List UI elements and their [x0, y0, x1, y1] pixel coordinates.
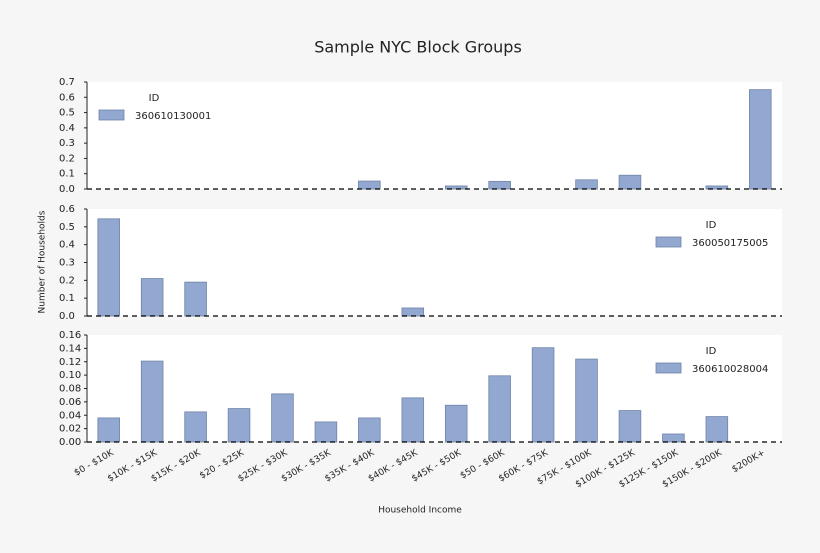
y-tick-label: 0.3 — [59, 138, 75, 149]
y-tick-label: 0.2 — [59, 153, 75, 164]
y-tick-label: 0.2 — [59, 275, 75, 286]
x-tick-label: $15K - $20K — [150, 448, 204, 485]
bar — [97, 218, 120, 317]
y-tick-label: 0.1 — [59, 293, 75, 304]
bar — [401, 397, 425, 443]
bar — [184, 281, 207, 317]
y-tick-label: 0.7 — [59, 77, 75, 88]
legend-label: 360610028004 — [692, 364, 768, 375]
bar — [488, 180, 511, 190]
y-tick-label: 0.3 — [59, 258, 75, 269]
bar — [575, 358, 598, 443]
legend-swatch — [98, 109, 125, 121]
y-tick-label: 0.6 — [59, 92, 75, 103]
legend-label: 360610130001 — [135, 111, 211, 122]
bar — [662, 433, 685, 443]
plot-area — [87, 82, 782, 189]
legend-title: ID — [149, 93, 160, 104]
bar — [140, 278, 164, 317]
y-tick-label: 0.5 — [59, 108, 75, 119]
y-tick-label: 0.16 — [59, 330, 81, 341]
y-tick-label: 0.06 — [59, 397, 81, 408]
chart-title: Sample NYC Block Groups — [314, 38, 522, 57]
y-tick-label: 0.4 — [59, 240, 75, 251]
legend-label: 360050175005 — [692, 238, 768, 249]
bar — [444, 404, 468, 443]
y-tick-label: 0.14 — [59, 343, 81, 354]
legend-swatch — [655, 362, 682, 374]
y-tick-label: 0.00 — [59, 437, 81, 448]
y-tick-label: 0.08 — [59, 384, 81, 395]
bar — [705, 416, 729, 443]
y-tick-label: 0.0 — [59, 184, 75, 195]
legend-swatch — [655, 236, 682, 248]
y-tick-label: 0.04 — [59, 410, 81, 421]
y-tick-label: 0.02 — [59, 424, 81, 435]
bar — [749, 89, 772, 190]
bar — [531, 347, 555, 443]
bar — [358, 180, 381, 190]
bar — [314, 421, 338, 443]
x-tick-label: $200K+ — [731, 448, 767, 475]
bar — [358, 417, 381, 443]
bar — [97, 417, 120, 443]
y-axis-label: Number of Households — [38, 210, 48, 313]
bar — [401, 307, 425, 317]
bar — [271, 393, 294, 443]
bar — [618, 410, 642, 443]
y-tick-label: 0.6 — [59, 204, 75, 215]
bar — [227, 408, 251, 443]
x-axis-label: Household Income — [378, 506, 462, 516]
legend-title: ID — [706, 220, 717, 231]
x-tick-label: $45K - $50K — [410, 448, 464, 485]
bar — [140, 360, 164, 443]
bar — [705, 185, 729, 190]
bar — [488, 375, 511, 443]
bar — [184, 411, 207, 443]
y-tick-label: 0.4 — [59, 123, 75, 134]
bar — [618, 174, 642, 190]
y-tick-label: 0.0 — [59, 311, 75, 322]
y-tick-label: 0.12 — [59, 357, 81, 368]
bar — [575, 179, 598, 190]
legend-title: ID — [706, 346, 717, 357]
y-tick-label: 0.10 — [59, 370, 81, 381]
y-tick-label: 0.1 — [59, 169, 75, 180]
y-tick-label: 0.5 — [59, 222, 75, 233]
